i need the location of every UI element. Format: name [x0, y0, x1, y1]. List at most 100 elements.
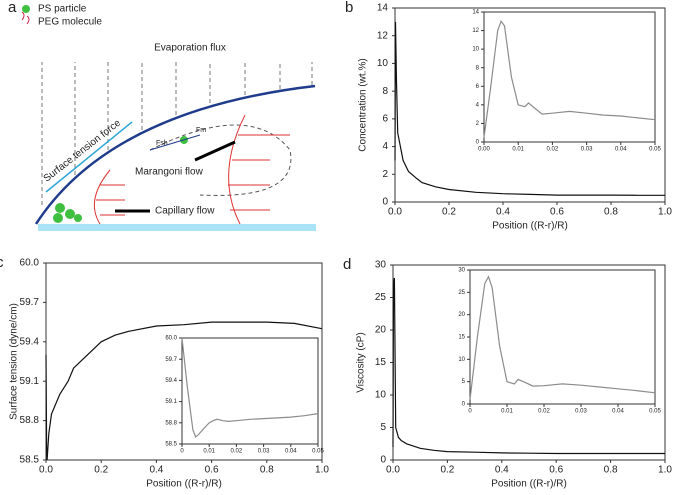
y-tick-label: 20	[458, 312, 465, 318]
panel-label: b	[345, 0, 353, 16]
y-tick-label: 2	[476, 121, 480, 127]
x-tick-label: 0.01	[203, 449, 215, 455]
x-tick-label: 0.03	[575, 409, 587, 415]
y-tick-label: 59.4	[165, 378, 177, 384]
y-tick-label: 25	[375, 292, 387, 303]
y-tick-label: 59.7	[20, 297, 40, 308]
y-tick-label: 0	[462, 402, 466, 408]
y-tick-label: 59.1	[165, 399, 177, 405]
data-line	[469, 275, 656, 400]
x-tick-label: 0.2	[442, 207, 456, 218]
panel-label: a	[8, 0, 17, 16]
y-tick-label: 58.5	[165, 442, 177, 448]
evap-label: Evaporation flux	[154, 43, 226, 54]
y-tick-label: 59.1	[20, 376, 40, 387]
x-tick-label: 0.6	[549, 465, 563, 476]
inset-frame	[483, 11, 656, 143]
x-tick-label: 0.05	[312, 449, 324, 455]
x-tick-label: 0.02	[231, 449, 243, 455]
y-tick-label: 59.7	[165, 357, 177, 363]
y-tick-label: 60.0	[20, 258, 40, 269]
y-tick-label: 58.5	[20, 455, 40, 466]
x-tick-label: 0.4	[496, 207, 510, 218]
marangoni-loop	[149, 124, 292, 196]
y-tick-label: 12	[472, 28, 479, 34]
x-tick-label: 0.02	[538, 409, 550, 415]
y-tick-label: 5	[380, 422, 386, 433]
force-arrow	[149, 134, 201, 151]
marangoni-label: Marangoni flow	[135, 167, 204, 178]
data-line	[181, 337, 319, 438]
x-axis-label: Position ((R-r)/R)	[146, 479, 222, 490]
y-tick-label: 10	[458, 357, 465, 363]
x-axis-label: Position ((R-r)/R)	[491, 479, 567, 490]
diagram-a: a PS particle PEG molecule Evaporation f…	[8, 0, 316, 231]
x-tick-label: 0.4	[149, 465, 163, 476]
y-tick-label: 20	[375, 325, 387, 336]
y-axis-label: Surface tension (dyne/cm)	[9, 303, 20, 420]
x-axis-label: Position ((R-r)/R)	[492, 221, 568, 232]
x-tick-label: 0.8	[604, 465, 618, 476]
force-label: Fsh	[156, 140, 168, 147]
y-tick-label: 14	[472, 10, 479, 16]
x-tick-label: 0.01	[501, 409, 513, 415]
y-tick-label: 0	[382, 197, 388, 208]
y-tick-label: 30	[375, 260, 387, 271]
x-tick-label: 1.0	[315, 465, 329, 476]
x-tick-label: 0.0	[386, 465, 400, 476]
x-tick-label: 0.8	[604, 207, 618, 218]
x-tick-label: 0.8	[260, 465, 274, 476]
y-tick-label: 10	[377, 58, 389, 69]
x-tick-label: 0.04	[612, 409, 624, 415]
x-tick-label: 0	[468, 409, 472, 415]
inset-frame	[181, 337, 319, 445]
y-tick-label: 14	[377, 3, 389, 14]
substrate	[38, 224, 316, 231]
force-label: Fm	[196, 127, 206, 134]
y-tick-label: 5	[462, 379, 466, 385]
data-line	[392, 277, 665, 455]
x-tick-label: 0.6	[550, 207, 564, 218]
x-tick-label: 0.01	[512, 147, 524, 153]
x-tick-label: 0.03	[258, 449, 270, 455]
x-tick-label: 1.0	[658, 207, 672, 218]
x-tick-label: 1.0	[658, 465, 672, 476]
y-tick-label: 15	[375, 357, 387, 368]
x-tick-label: 0.02	[547, 147, 559, 153]
capillary-label: Capillary flow	[155, 206, 215, 217]
panel-label: d	[343, 256, 351, 273]
y-tick-label: 10	[375, 390, 387, 401]
data-line	[483, 20, 656, 138]
y-tick-label: 0	[476, 140, 480, 146]
inset-frame	[469, 269, 656, 405]
x-tick-label: 0.04	[285, 449, 297, 455]
y-tick-label: 4	[476, 102, 480, 108]
x-tick-label: 0.4	[495, 465, 509, 476]
x-tick-label: 0.04	[615, 147, 627, 153]
droplet-surface	[34, 84, 316, 225]
y-tick-label: 8	[382, 86, 388, 97]
y-tick-label: 25	[458, 290, 465, 296]
y-tick-label: 8	[476, 65, 480, 71]
y-tick-label: 6	[382, 113, 388, 124]
data-line	[45, 321, 323, 461]
x-tick-label: 0.05	[649, 147, 661, 153]
data-line	[394, 21, 665, 196]
legend-label: PS particle	[38, 4, 87, 15]
y-tick-label: 60.0	[165, 336, 177, 342]
peg-icon	[21, 11, 30, 25]
velocity-profiles	[93, 114, 290, 225]
y-tick-label: 6	[476, 84, 480, 90]
y-axis-label: Concentration (wt.%)	[358, 58, 369, 151]
tension-arrow	[45, 121, 133, 193]
y-tick-label: 2	[382, 169, 388, 180]
x-tick-label: 0.03	[581, 147, 593, 153]
legend-label: PEG molecule	[38, 17, 102, 28]
ps-icon	[22, 5, 30, 13]
x-tick-label: 0.6	[205, 465, 219, 476]
y-tick-label: 12	[377, 30, 389, 41]
x-tick-label: 0.2	[440, 465, 454, 476]
y-axis-label: Viscosity (cP)	[356, 332, 367, 392]
panel-label: c	[0, 254, 4, 271]
y-tick-label: 10	[472, 47, 479, 53]
